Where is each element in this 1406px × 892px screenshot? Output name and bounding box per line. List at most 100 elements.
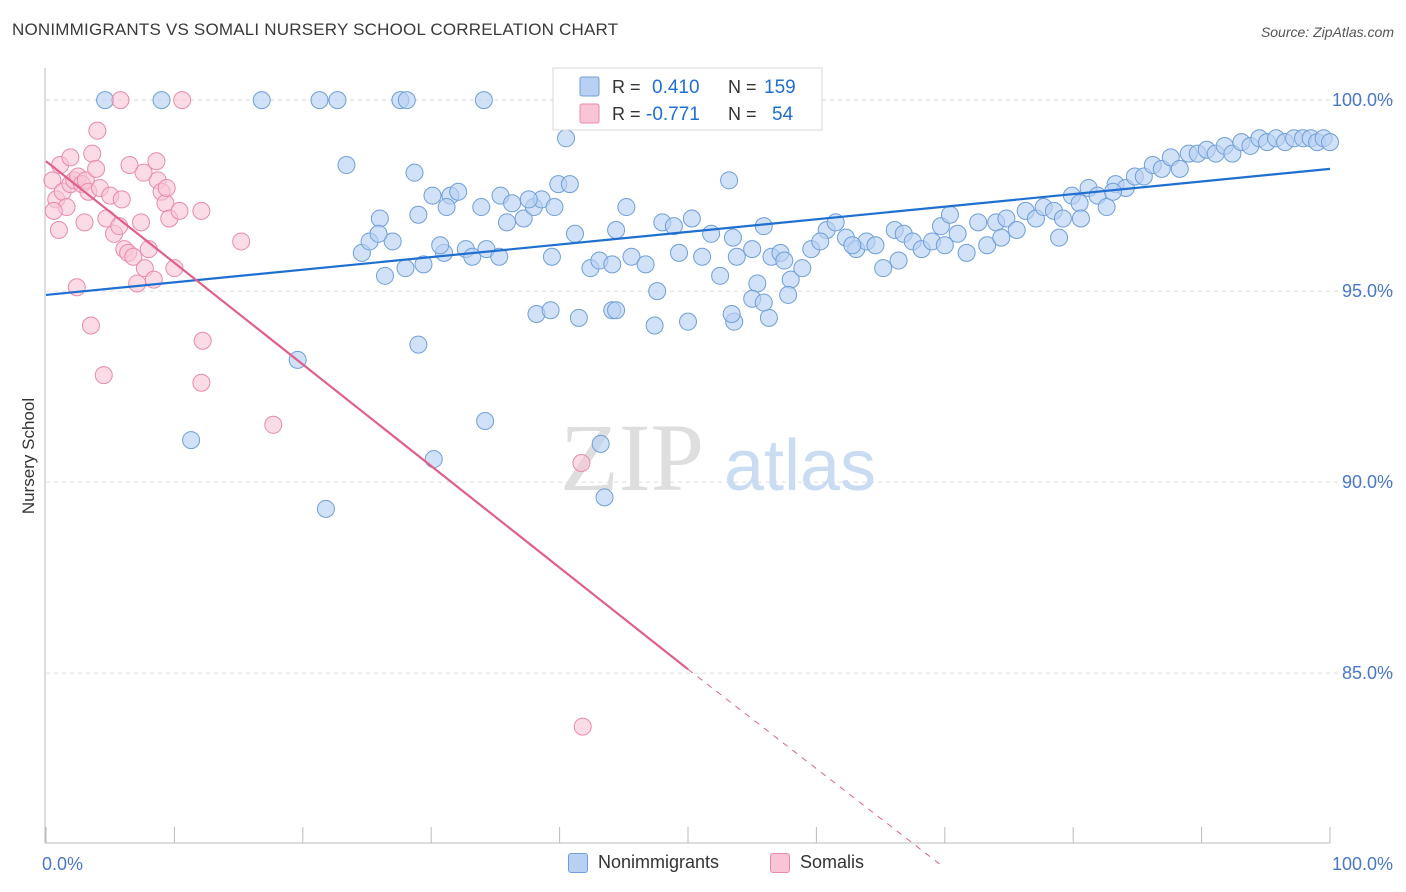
- nonimmigrants-point: [935, 236, 954, 255]
- y-tick-labels: 85.0% 90.0% 95.0% 100.0%: [1332, 90, 1393, 683]
- nonimmigrants-points: [96, 91, 1339, 518]
- nonimmigrants-point: [472, 198, 491, 217]
- nonimmigrants-point: [310, 91, 329, 110]
- somalis-point: [94, 366, 113, 385]
- nonimmigrants-point: [405, 163, 424, 182]
- nonimmigrants-point: [519, 190, 538, 209]
- nonimmigrants-point: [424, 450, 443, 469]
- somalis-point: [573, 717, 592, 736]
- nonimmigrants-point: [754, 293, 773, 312]
- somalis-point: [83, 144, 102, 163]
- nonimmigrants-point: [874, 259, 893, 278]
- nonimmigrants-point: [940, 205, 959, 224]
- nonimmigrants-point: [997, 209, 1016, 228]
- nonimmigrants-point: [702, 224, 721, 243]
- somalis-point: [193, 331, 212, 350]
- y-axis-label: Nursery School: [19, 398, 38, 514]
- somalis-point: [192, 201, 211, 220]
- legend-label-nonimmigrants: Nonimmigrants: [598, 852, 720, 872]
- somalis-point: [128, 274, 147, 293]
- nonimmigrants-point: [560, 175, 579, 194]
- nonimmigrants-point: [607, 301, 626, 320]
- chart-title: NONIMMIGRANTS VS SOMALI NURSERY SCHOOL C…: [12, 20, 619, 39]
- legend-n-label-1: N =: [728, 77, 757, 97]
- watermark-atlas: atlas: [724, 426, 876, 506]
- nonimmigrants-point: [595, 488, 614, 507]
- nonimmigrants-point: [476, 411, 495, 430]
- nonimmigrants-point: [383, 232, 402, 251]
- legend-n-value-1: 159: [764, 77, 796, 98]
- somalis-point: [120, 156, 139, 175]
- nonimmigrants-point: [617, 198, 636, 217]
- nonimmigrants-point: [1050, 228, 1069, 247]
- somalis-point: [61, 148, 80, 167]
- legend-swatch-blue: [579, 76, 600, 97]
- nonimmigrants-point: [1097, 198, 1116, 217]
- somalis-point: [134, 163, 153, 182]
- nonimmigrants-point: [569, 308, 588, 327]
- somalis-point: [112, 190, 131, 209]
- nonimmigrants-point: [889, 251, 908, 270]
- somalis-point: [157, 178, 176, 197]
- x-tick-label-min: 0.0%: [42, 854, 83, 874]
- axes: [44, 68, 1331, 844]
- nonimmigrants-point: [514, 209, 533, 228]
- nonimmigrants-point: [645, 316, 664, 335]
- trend-lines: [45, 160, 1331, 865]
- nonimmigrants-point: [409, 335, 428, 354]
- somalis-point: [170, 201, 189, 220]
- nonimmigrants-point: [793, 259, 812, 278]
- nonimmigrants-point: [449, 182, 468, 201]
- somalis-point: [132, 213, 151, 232]
- nonimmigrants-point: [182, 431, 201, 450]
- nonimmigrants-point: [503, 194, 522, 213]
- nonimmigrants-point: [497, 213, 516, 232]
- nonimmigrants-point: [370, 209, 389, 228]
- nonimmigrants-point: [866, 236, 885, 255]
- nonimmigrants-point: [431, 236, 450, 255]
- legend-r-label-1: R =: [612, 77, 641, 97]
- nonimmigrants-point: [542, 247, 561, 266]
- nonimmigrants-point: [375, 266, 394, 285]
- x-tick-label-max: 100.0%: [1332, 854, 1393, 874]
- nonimmigrants-point: [720, 171, 739, 190]
- legend-r-value-2: -0.771: [646, 104, 700, 125]
- y-tick-label: 85.0%: [1342, 663, 1393, 683]
- somalis-point: [572, 454, 591, 472]
- somalis-points: [43, 91, 592, 736]
- nonimmigrants-point: [474, 91, 493, 110]
- nonimmigrants-point: [1007, 220, 1026, 239]
- correlation-legend: R = 0.410 N = 159 R = -0.771 N = 54: [552, 67, 823, 131]
- nonimmigrants-point: [948, 224, 967, 243]
- nonimmigrants-point: [670, 243, 689, 262]
- nonimmigrants-point: [252, 91, 271, 110]
- legend-swatch-pink: [579, 103, 600, 124]
- y-tick-label: 95.0%: [1342, 281, 1393, 301]
- nonimmigrants-point: [679, 312, 697, 331]
- nonimmigrants-point: [423, 186, 442, 205]
- somalis-point: [49, 220, 68, 239]
- nonimmigrants-point: [811, 232, 830, 251]
- legend-label-somalis: Somalis: [800, 852, 865, 872]
- somalis-point: [232, 232, 251, 251]
- nonimmigrants-point: [759, 308, 778, 327]
- somalis-point: [43, 171, 62, 190]
- somalis-point: [124, 247, 143, 266]
- nonimmigrants-point: [566, 224, 585, 243]
- nonimmigrants-point: [328, 91, 347, 110]
- nonimmigrants-point: [978, 236, 997, 255]
- nonimmigrants-point: [1170, 159, 1189, 178]
- nonimmigrants-point: [711, 266, 730, 285]
- nonimmigrants-point: [727, 247, 746, 266]
- nonimmigrants-point: [545, 198, 564, 217]
- nonimmigrants-point: [1321, 133, 1339, 152]
- nonimmigrants-point: [1070, 194, 1089, 213]
- nonimmigrants-point: [682, 209, 701, 228]
- nonimmigrants-point: [337, 156, 356, 175]
- nonimmigrants-point: [843, 236, 862, 255]
- nonimmigrants-point: [636, 255, 655, 274]
- nonimmigrants-point: [992, 228, 1011, 247]
- nonimmigrants-point: [957, 243, 976, 262]
- nonimmigrants-point: [369, 224, 388, 243]
